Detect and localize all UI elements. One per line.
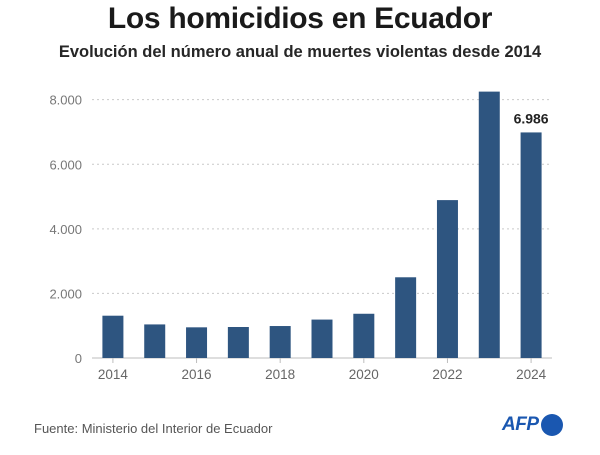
afp-logo: AFP	[502, 414, 563, 436]
afp-logo-text: AFP	[502, 414, 539, 435]
bar-2017	[227, 327, 249, 358]
bars	[102, 91, 542, 359]
y-tick-label: 2.000	[49, 286, 82, 301]
bar-2020	[353, 313, 375, 358]
data-labels: 6.986	[514, 110, 549, 126]
bar-2019	[311, 319, 333, 358]
y-tick-label: 8.000	[49, 93, 82, 108]
bar-2015	[144, 324, 166, 358]
afp-logo-dot-icon	[540, 414, 563, 436]
x-axis-ticks: 2014 2016 2018 2020 2022 2024	[98, 358, 547, 382]
bar-2022	[436, 200, 458, 358]
data-label: 6.986	[514, 110, 549, 126]
y-tick-label: 6.000	[49, 157, 82, 172]
bar-2024	[520, 132, 542, 358]
source-note: Fuente: Ministerio del Interior de Ecuad…	[34, 421, 273, 436]
x-tick-label: 2022	[432, 367, 462, 382]
bar-2023	[478, 91, 500, 359]
y-axis-ticks: 0 2.000 4.000 6.000 8.000	[49, 93, 82, 366]
x-tick-label: 2020	[349, 367, 379, 382]
bar-2016	[186, 327, 208, 358]
chart-title: Los homicidios en Ecuador	[107, 2, 493, 35]
bar-2021	[395, 277, 417, 358]
bar-2018	[269, 326, 291, 358]
y-tick-label: 4.000	[49, 222, 82, 237]
x-tick-label: 2018	[265, 367, 295, 382]
chart-subtitle: Evolución del número anual de muertes vi…	[58, 43, 542, 61]
x-tick-label: 2014	[98, 367, 129, 382]
bar-2014	[102, 315, 124, 358]
x-tick-label: 2016	[182, 367, 212, 382]
y-tick-label: 0	[75, 351, 82, 366]
x-tick-label: 2024	[516, 367, 547, 382]
